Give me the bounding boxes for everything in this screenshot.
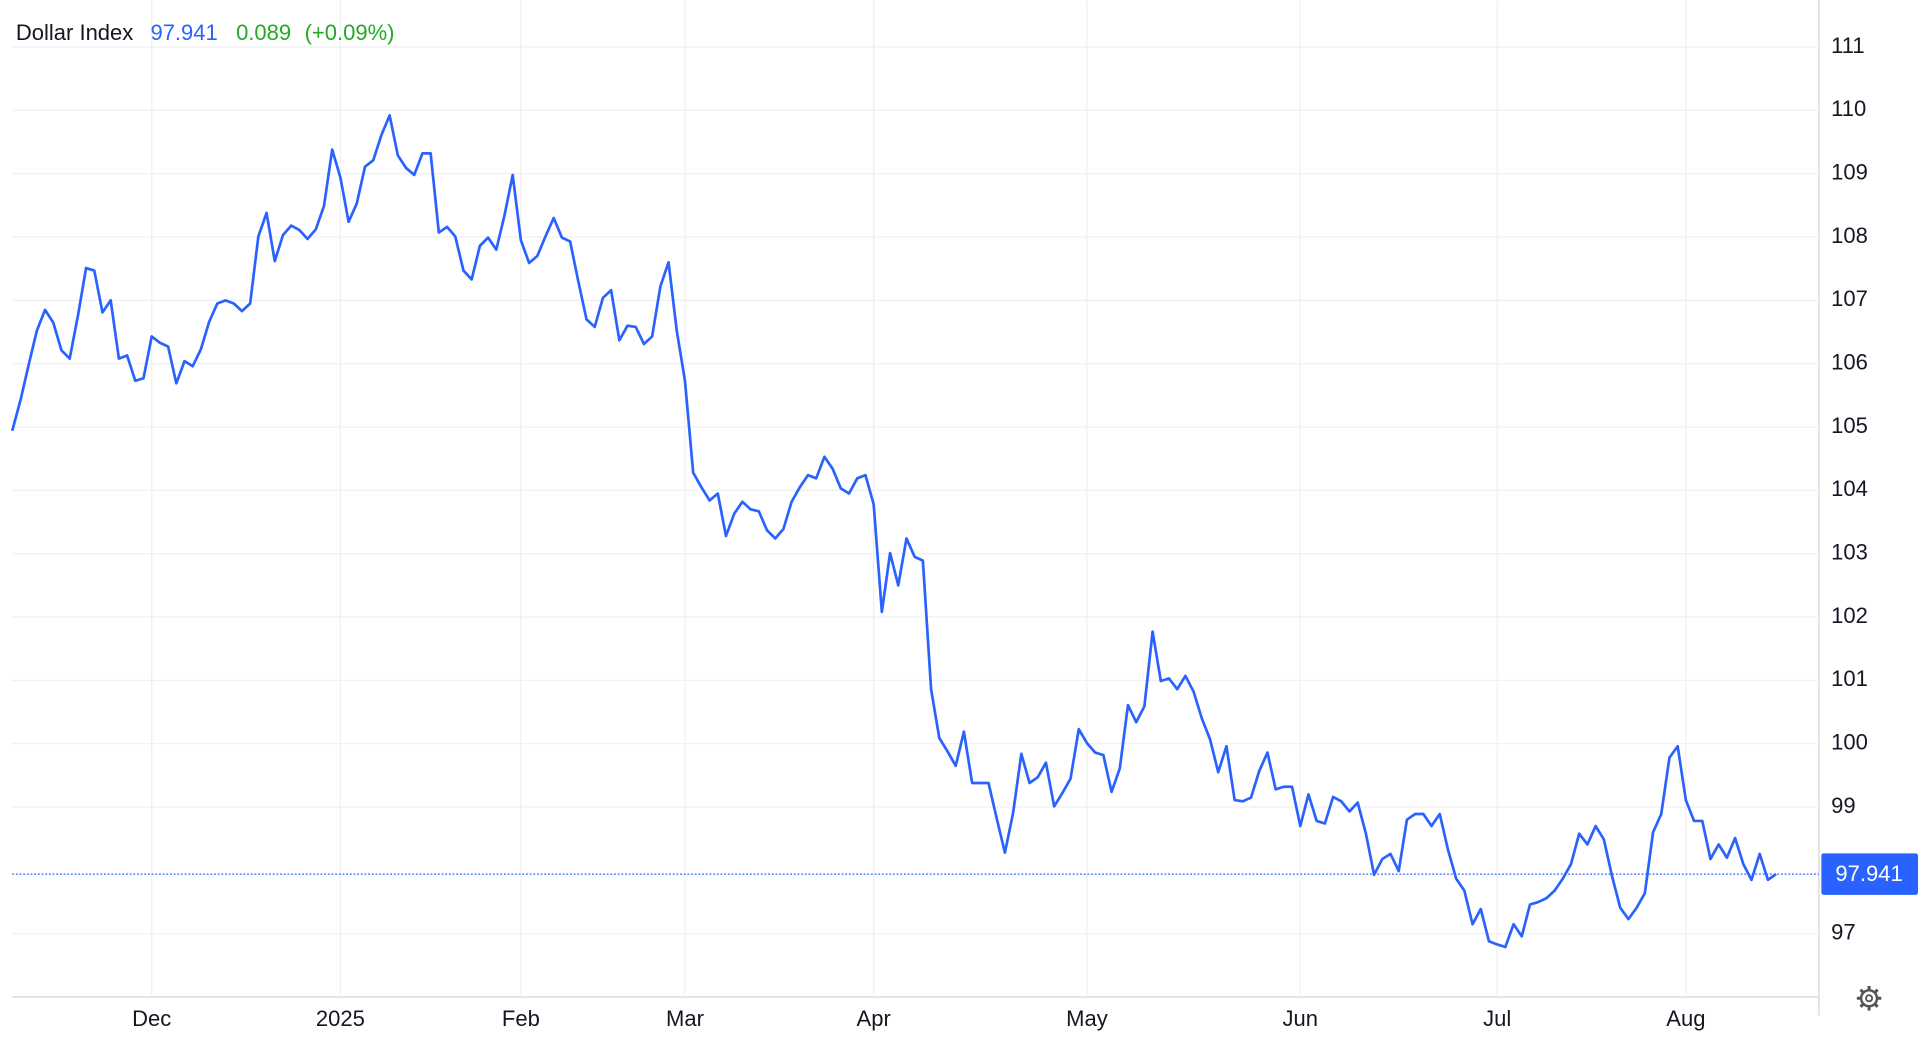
x-tick-label: 2025 <box>316 1006 365 1031</box>
settings-gear[interactable] <box>1859 989 1879 1008</box>
x-tick-label: Aug <box>1666 1006 1705 1031</box>
x-tick-label: May <box>1066 1006 1108 1031</box>
y-tick-label: 97 <box>1831 920 1855 945</box>
x-tick-label: Dec <box>132 1006 171 1031</box>
y-tick-label: 101 <box>1831 666 1868 691</box>
header-change-percent: (+0.09%) <box>305 20 395 45</box>
settings-gear-hole[interactable] <box>1865 994 1874 1003</box>
y-tick-label: 110 <box>1831 96 1866 121</box>
x-tick-label: Jul <box>1483 1006 1511 1031</box>
settings-gear-teeth[interactable] <box>1856 986 1882 1011</box>
x-tick-label: Jun <box>1283 1006 1318 1031</box>
y-tick-label: 105 <box>1831 413 1868 438</box>
x-tick-label: Mar <box>666 1006 704 1031</box>
y-tick-label: 104 <box>1831 476 1868 501</box>
y-tick-label: 103 <box>1831 540 1868 565</box>
y-tick-label: 106 <box>1831 349 1868 374</box>
grid-layer <box>12 0 1819 998</box>
labels-layer: 97 99 100 101 102 103 104 105 106 107 108 109 110 111… <box>132 33 1918 1031</box>
chart-title: Dollar Index <box>16 20 133 45</box>
y-tick-label: 107 <box>1831 286 1868 311</box>
x-tick-label: Feb <box>502 1006 540 1031</box>
lines-layer <box>10 114 1819 949</box>
last-price-badge <box>1821 853 1918 895</box>
y-tick-label: 108 <box>1831 223 1868 248</box>
settings-icon[interactable] <box>1856 986 1882 1011</box>
price-line <box>10 114 1777 949</box>
last-price-label: 97.941 <box>1835 861 1902 886</box>
y-tick-label: 99 <box>1831 793 1855 818</box>
header-change: 0.089 <box>236 20 291 45</box>
y-tick-label: 111 <box>1831 33 1864 58</box>
header-price: 97.941 <box>150 20 217 45</box>
x-tick-label: Apr <box>857 1006 891 1031</box>
y-tick-label: 100 <box>1831 730 1868 755</box>
y-tick-label: 102 <box>1831 603 1868 628</box>
header: Dollar Index 97.941 0.089 (+0.09%) <box>16 20 395 45</box>
y-tick-label: 109 <box>1831 159 1868 184</box>
